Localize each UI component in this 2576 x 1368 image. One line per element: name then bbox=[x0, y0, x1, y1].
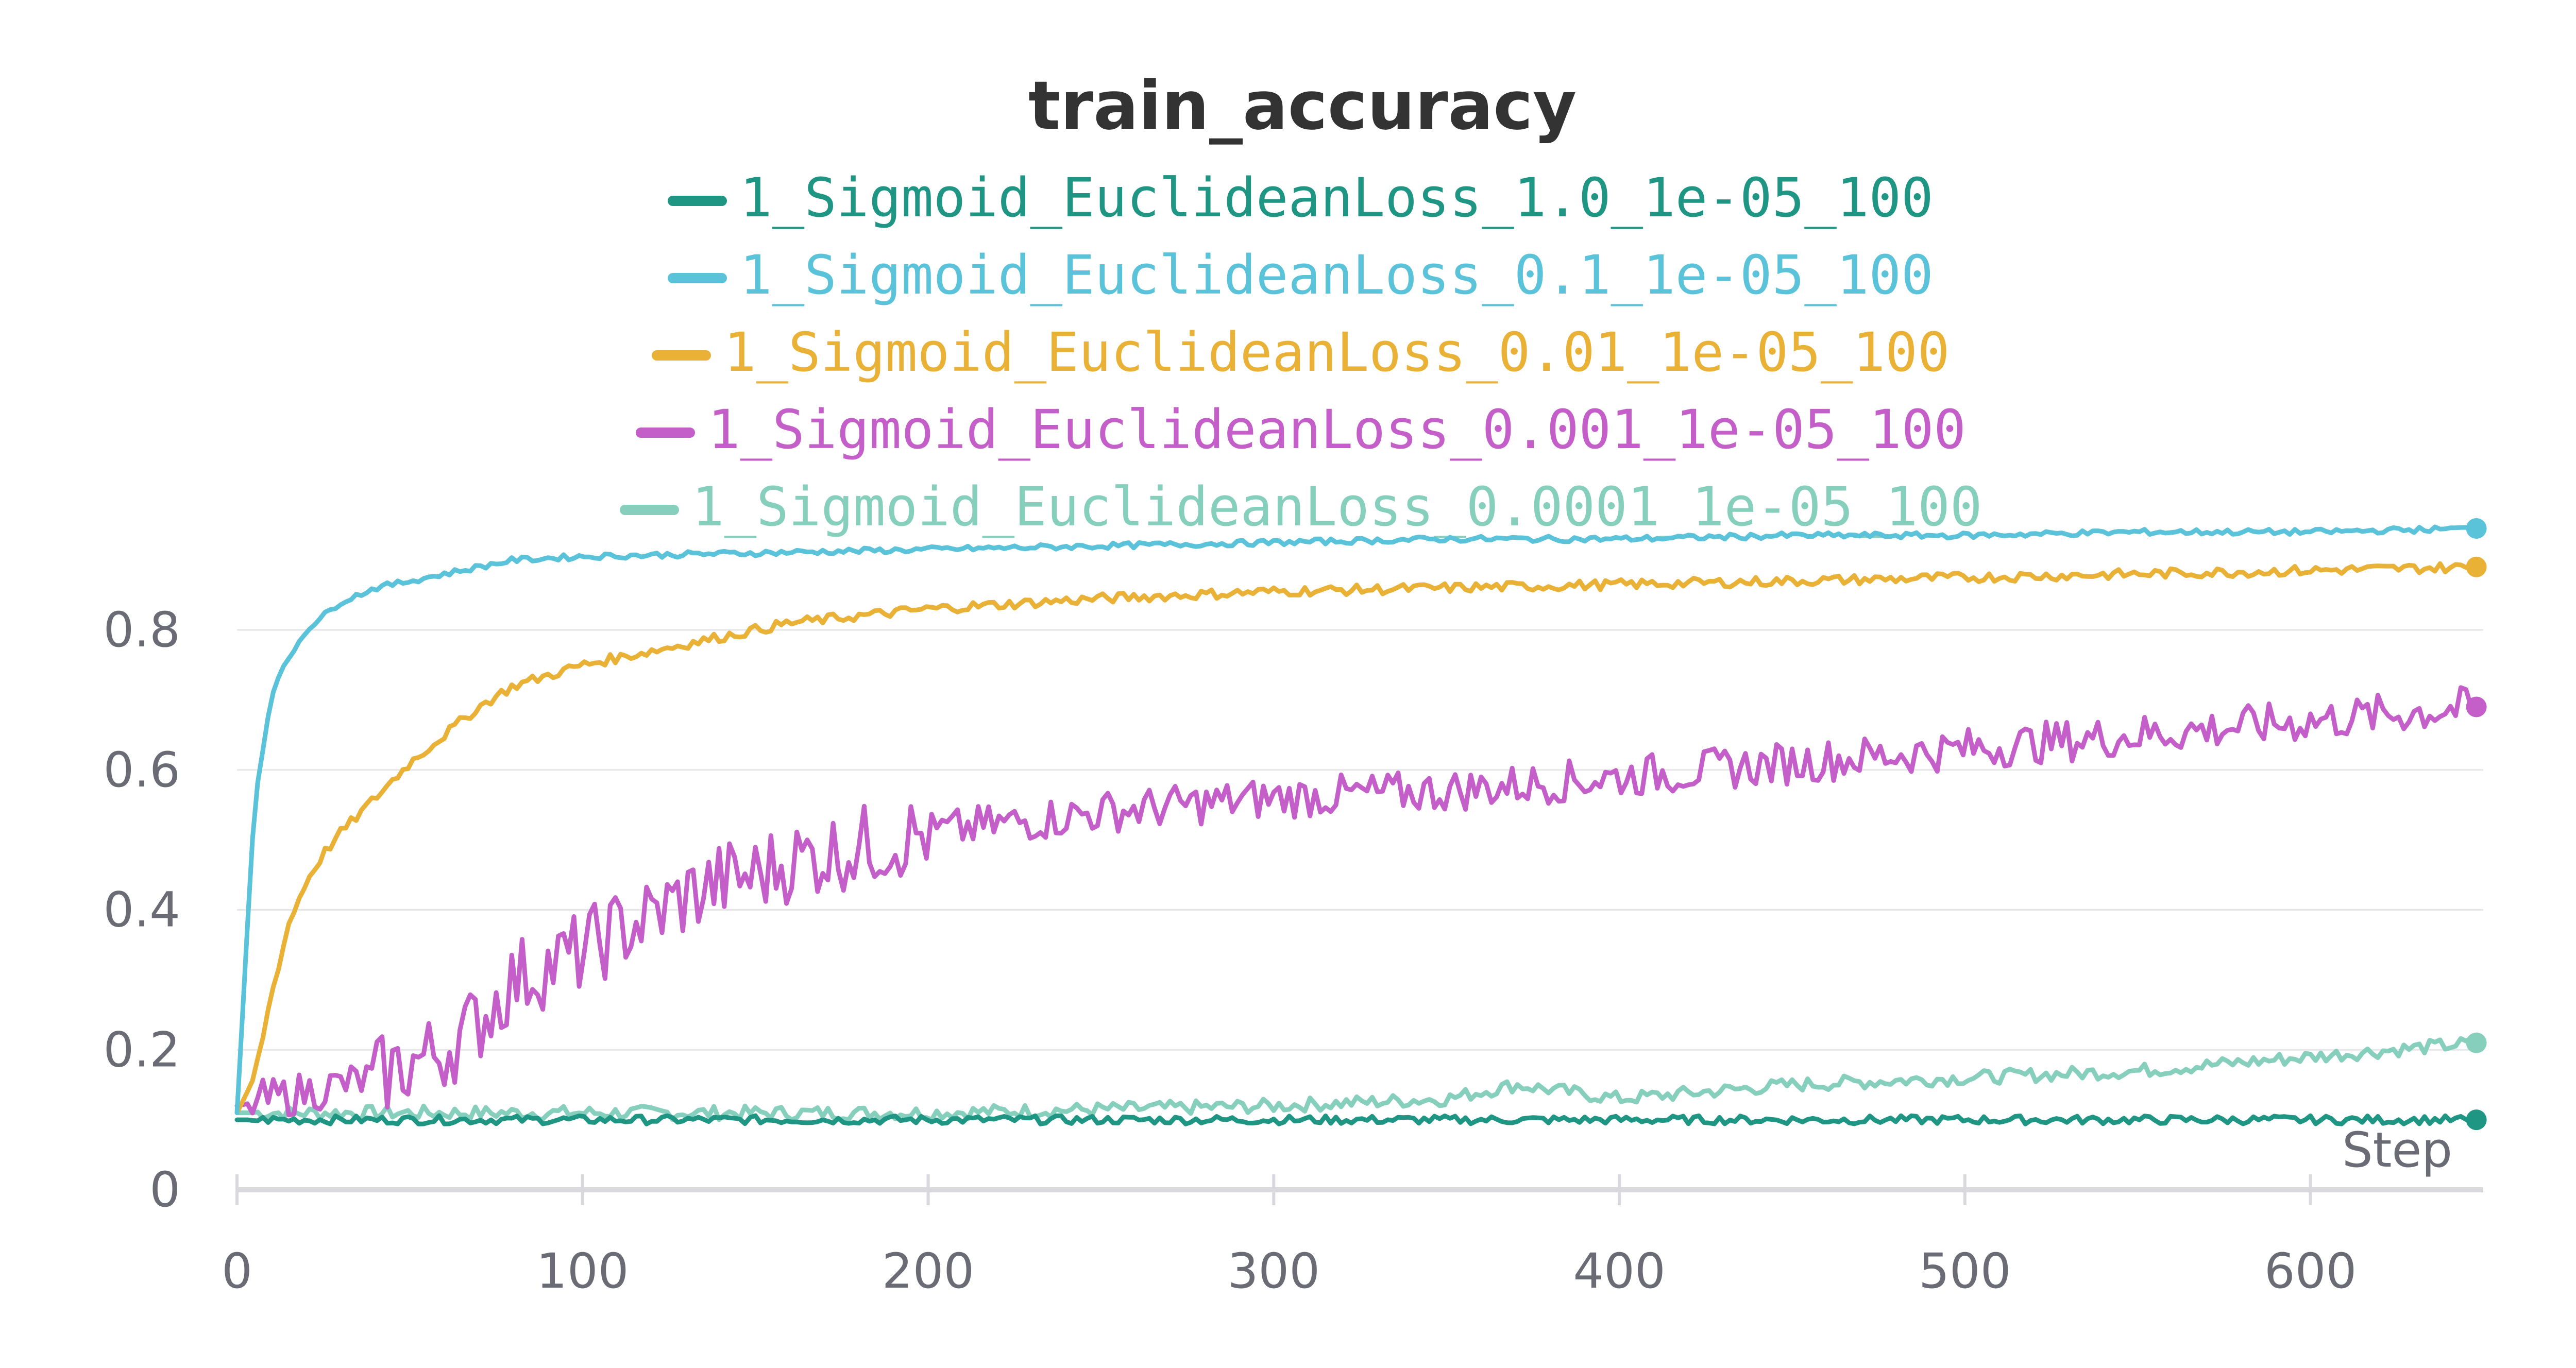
y-tick-label: 0.2 bbox=[104, 1022, 181, 1078]
legend-item: 1_Sigmoid_EuclideanLoss_0.0001_1e-05_100 bbox=[620, 475, 1982, 538]
series-end-dots bbox=[2466, 518, 2487, 1131]
x-tick-label: 200 bbox=[882, 1243, 974, 1299]
legend-item: 1_Sigmoid_EuclideanLoss_1.0_1e-05_100 bbox=[668, 166, 1934, 229]
chart-title: train_accuracy bbox=[1028, 66, 1577, 145]
x-tick-label: 100 bbox=[536, 1243, 629, 1299]
gridlines bbox=[237, 629, 2483, 1051]
series-line bbox=[234, 561, 2479, 1115]
series-end-marker bbox=[2466, 518, 2487, 539]
legend-label: 1_Sigmoid_EuclideanLoss_0.1_1e-05_100 bbox=[740, 244, 1934, 306]
x-tick-label: 400 bbox=[1573, 1243, 1665, 1299]
legend-item: 1_Sigmoid_EuclideanLoss_0.1_1e-05_100 bbox=[668, 244, 1934, 306]
x-tick-label: 500 bbox=[1919, 1243, 2011, 1299]
y-tick-label: 0.6 bbox=[104, 742, 181, 798]
y-tick-label: 0.8 bbox=[104, 602, 181, 658]
legend-label: 1_Sigmoid_EuclideanLoss_1.0_1e-05_100 bbox=[740, 166, 1934, 229]
series-lines bbox=[234, 524, 2479, 1126]
series-end-marker bbox=[2466, 696, 2487, 717]
x-axis-label: Step bbox=[2342, 1122, 2452, 1178]
legend-item: 1_Sigmoid_EuclideanLoss_0.001_1e-05_100 bbox=[636, 398, 1966, 461]
legend-item: 1_Sigmoid_EuclideanLoss_0.01_1e-05_100 bbox=[652, 321, 1950, 384]
y-tick-label: 0.4 bbox=[104, 882, 181, 938]
series-end-marker bbox=[2466, 556, 2487, 577]
series-line bbox=[234, 1113, 2479, 1126]
x-axis: 0 100 200 300 400 500 600 bbox=[222, 1174, 2483, 1299]
legend-label: 1_Sigmoid_EuclideanLoss_0.001_1e-05_100 bbox=[708, 398, 1966, 461]
series-end-marker bbox=[2466, 1032, 2487, 1053]
x-tick-label: 600 bbox=[2264, 1243, 2357, 1299]
legend-label: 1_Sigmoid_EuclideanLoss_0.0001_1e-05_100 bbox=[692, 475, 1982, 538]
y-tick-label: 0 bbox=[149, 1162, 180, 1218]
legend-label: 1_Sigmoid_EuclideanLoss_0.01_1e-05_100 bbox=[724, 321, 1950, 384]
series-line bbox=[234, 685, 2479, 1118]
series-end-marker bbox=[2466, 1109, 2487, 1131]
series-line bbox=[234, 524, 2479, 1115]
x-tick-label: 300 bbox=[1228, 1243, 1320, 1299]
legend: 1_Sigmoid_EuclideanLoss_1.0_1e-05_100 1_S… bbox=[620, 166, 1982, 538]
x-tick-label: 0 bbox=[222, 1243, 252, 1299]
y-axis-ticks: 0 0.2 0.4 0.6 0.8 bbox=[104, 602, 181, 1218]
